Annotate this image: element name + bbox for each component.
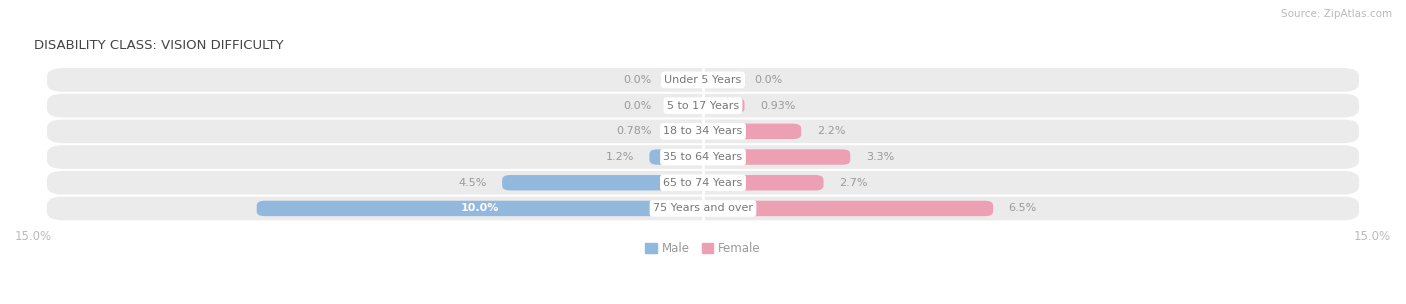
FancyBboxPatch shape <box>703 175 824 191</box>
Text: 75 Years and over: 75 Years and over <box>652 203 754 213</box>
FancyBboxPatch shape <box>46 119 1360 143</box>
Legend: Male, Female: Male, Female <box>645 242 761 255</box>
Text: 65 to 74 Years: 65 to 74 Years <box>664 178 742 188</box>
Text: 0.0%: 0.0% <box>755 75 783 85</box>
FancyBboxPatch shape <box>703 149 851 165</box>
FancyBboxPatch shape <box>668 98 703 113</box>
Text: 18 to 34 Years: 18 to 34 Years <box>664 126 742 136</box>
Text: 5 to 17 Years: 5 to 17 Years <box>666 101 740 111</box>
FancyBboxPatch shape <box>502 175 703 191</box>
Text: 2.7%: 2.7% <box>839 178 868 188</box>
FancyBboxPatch shape <box>703 72 738 88</box>
FancyBboxPatch shape <box>46 94 1360 117</box>
FancyBboxPatch shape <box>46 197 1360 220</box>
Text: 2.2%: 2.2% <box>817 126 845 136</box>
FancyBboxPatch shape <box>46 145 1360 169</box>
Text: 3.3%: 3.3% <box>866 152 894 162</box>
Text: 0.0%: 0.0% <box>623 75 651 85</box>
Text: 6.5%: 6.5% <box>1008 203 1038 213</box>
FancyBboxPatch shape <box>668 72 703 88</box>
Text: 0.78%: 0.78% <box>616 126 651 136</box>
FancyBboxPatch shape <box>668 124 703 139</box>
Text: 4.5%: 4.5% <box>458 178 486 188</box>
FancyBboxPatch shape <box>46 171 1360 195</box>
FancyBboxPatch shape <box>46 68 1360 92</box>
FancyBboxPatch shape <box>703 201 993 216</box>
Text: 0.93%: 0.93% <box>761 101 796 111</box>
Text: 1.2%: 1.2% <box>606 152 634 162</box>
Text: DISABILITY CLASS: VISION DIFFICULTY: DISABILITY CLASS: VISION DIFFICULTY <box>34 39 283 52</box>
Text: 35 to 64 Years: 35 to 64 Years <box>664 152 742 162</box>
Text: Under 5 Years: Under 5 Years <box>665 75 741 85</box>
Text: Source: ZipAtlas.com: Source: ZipAtlas.com <box>1281 9 1392 19</box>
Text: 0.0%: 0.0% <box>623 101 651 111</box>
FancyBboxPatch shape <box>257 201 703 216</box>
FancyBboxPatch shape <box>703 124 801 139</box>
FancyBboxPatch shape <box>703 98 745 113</box>
Text: 10.0%: 10.0% <box>461 203 499 213</box>
FancyBboxPatch shape <box>650 149 703 165</box>
